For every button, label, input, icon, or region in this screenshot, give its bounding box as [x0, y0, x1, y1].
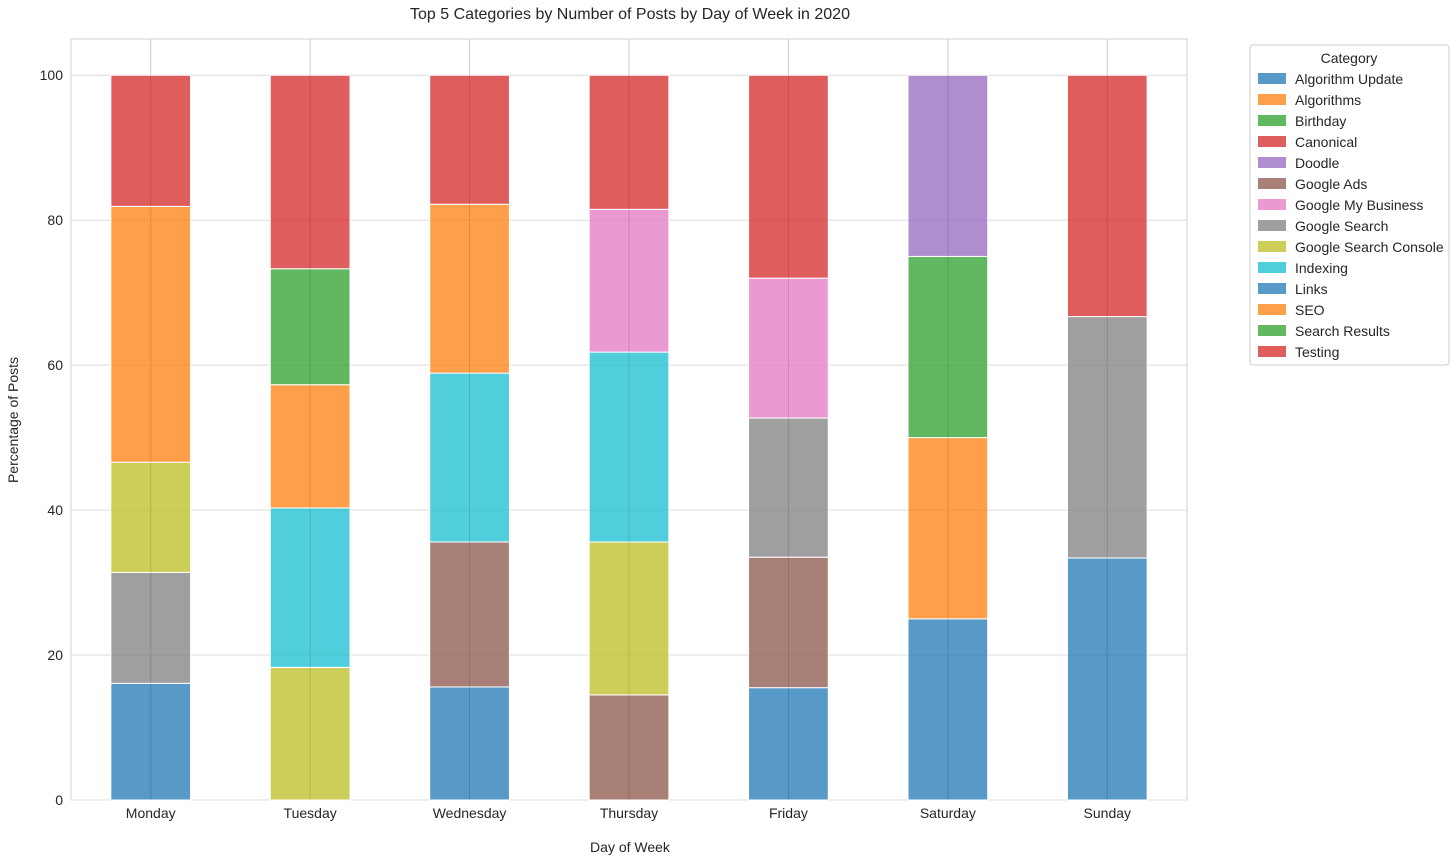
legend-title: Category [1321, 50, 1378, 66]
legend-swatch [1258, 199, 1286, 210]
bar-segment [588, 208, 670, 353]
legend-entry: Search Results [1295, 323, 1390, 339]
legend-swatch [1258, 136, 1286, 147]
bar-segment [748, 687, 829, 801]
bar-segment [429, 74, 510, 205]
x-tick-label: Saturday [920, 805, 976, 821]
bar-segment [429, 372, 510, 543]
bars [110, 39, 1148, 801]
bar-segment [748, 74, 829, 279]
legend-entry: Google My Business [1295, 197, 1423, 213]
bar-segment [907, 74, 989, 257]
legend-entry: Indexing [1295, 260, 1348, 276]
bar-segment [110, 74, 192, 207]
bar-segment [1066, 74, 1148, 318]
bar-segment [269, 268, 351, 386]
bar-segment [907, 618, 989, 801]
legend-swatch [1258, 325, 1286, 336]
bar-segment [429, 686, 510, 801]
y-axis-ticks: 0 20 40 60 80 100 [40, 67, 64, 808]
legend-entry: Google Search [1295, 218, 1388, 234]
x-tick-label: Tuesday [284, 805, 337, 821]
bar-segment [748, 277, 829, 419]
legend-swatch [1258, 346, 1286, 357]
legend-entry: Algorithm Update [1295, 71, 1403, 87]
bar-segment [429, 541, 510, 688]
bar-segment [748, 556, 829, 689]
bar-segment [269, 74, 351, 270]
legend-entry: Google Search Console [1295, 239, 1444, 255]
y-tick-label: 80 [47, 212, 63, 228]
bar-segment [269, 666, 351, 801]
x-axis-label: Day of Week [590, 839, 671, 855]
legend-entry: Links [1295, 281, 1328, 297]
legend-swatch [1258, 220, 1286, 231]
bar-segment [110, 205, 192, 463]
legend-entry: Canonical [1295, 134, 1357, 150]
bar-segment [588, 541, 670, 696]
x-tick-label: Wednesday [433, 805, 507, 821]
legend: Category Algorithm Update Algorithms Birth… [1249, 44, 1450, 366]
legend-swatch [1258, 73, 1286, 84]
legend-swatch [1258, 115, 1286, 126]
legend-swatch [1258, 178, 1286, 189]
legend-swatch [1258, 157, 1286, 168]
bar-segment [269, 384, 351, 509]
bar-segment [110, 461, 192, 573]
y-tick-label: 100 [40, 67, 64, 83]
legend-swatch [1258, 94, 1286, 105]
legend-swatch [1258, 283, 1286, 294]
bar-segment [1066, 316, 1148, 559]
legend-swatch [1258, 304, 1286, 315]
bar-segment [588, 74, 670, 210]
bar-segment [748, 417, 829, 558]
bar-segment [588, 694, 670, 801]
bar-segment [429, 203, 510, 374]
x-tick-label: Monday [126, 805, 176, 821]
bar-segment [1066, 557, 1148, 801]
legend-entry: Doodle [1295, 155, 1340, 171]
chart-title: Top 5 Categories by Number of Posts by D… [410, 6, 850, 23]
y-tick-label: 0 [55, 792, 63, 808]
legend-entry: Google Ads [1295, 176, 1367, 192]
bar-segment [269, 507, 351, 668]
legend-swatch [1258, 241, 1286, 252]
x-tick-label: Friday [769, 805, 808, 821]
y-tick-label: 40 [47, 502, 63, 518]
bar-segment [110, 571, 192, 684]
y-axis-label: Percentage of Posts [5, 357, 21, 483]
x-tick-label: Sunday [1084, 805, 1131, 821]
legend-entry: SEO [1295, 302, 1325, 318]
x-tick-label: Thursday [600, 805, 658, 821]
y-tick-label: 60 [47, 357, 63, 373]
x-axis-ticks: Monday Tuesday Wednesday Thursday Friday Satu… [126, 805, 1131, 821]
legend-entry: Birthday [1295, 113, 1346, 129]
legend-entry: Algorithms [1295, 92, 1361, 108]
bar-segment [110, 682, 192, 801]
bar-segment [907, 255, 989, 439]
legend-entry: Testing [1295, 344, 1339, 360]
legend-frame [1249, 44, 1450, 366]
legend-swatch [1258, 262, 1286, 273]
y-tick-label: 20 [47, 647, 63, 663]
